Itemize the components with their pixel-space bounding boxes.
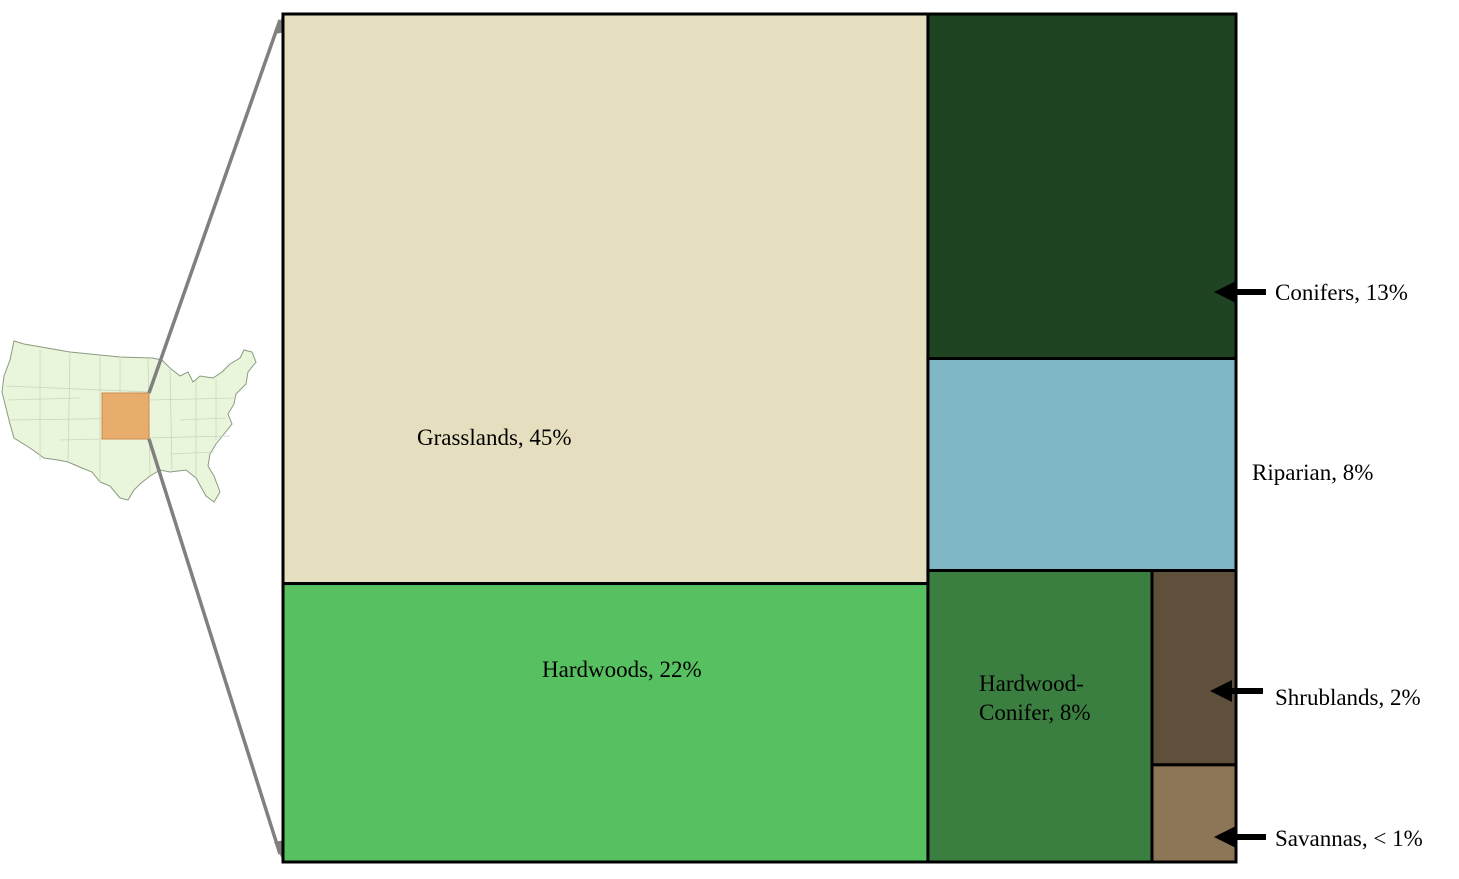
callout-arrow-conifers bbox=[1214, 281, 1266, 303]
us-map-icon bbox=[1, 340, 257, 503]
tile-conifers bbox=[926, 12, 1238, 360]
label-conifers: Conifers, 13% bbox=[1275, 280, 1408, 305]
label-hardwoods: Hardwoods, 22% bbox=[542, 657, 702, 682]
label-riparian: Riparian, 8% bbox=[1252, 460, 1373, 485]
tile-grasslands bbox=[281, 12, 930, 586]
callout-arrow-shrublands bbox=[1210, 680, 1263, 702]
label-hardwood-conifer-line1: Hardwood- bbox=[979, 671, 1084, 696]
tile-shrublands bbox=[1150, 569, 1238, 767]
tile-hardwoods bbox=[281, 582, 930, 864]
study-region-square bbox=[101, 392, 150, 440]
treemap-tiles bbox=[281, 12, 1238, 864]
callout-arrows bbox=[1210, 281, 1266, 848]
label-savannas: Savannas, < 1% bbox=[1275, 826, 1423, 851]
zoom-line-top bbox=[147, 19, 282, 394]
treemap-labels: Grasslands, 45% Hardwoods, 22% Conifers,… bbox=[417, 280, 1423, 851]
tile-hardwood-conifer bbox=[926, 569, 1154, 864]
zoom-line-bottom bbox=[147, 438, 282, 855]
tile-riparian bbox=[926, 357, 1238, 572]
callout-arrow-savannas bbox=[1214, 826, 1266, 848]
label-hardwood-conifer-line2: Conifer, 8% bbox=[979, 700, 1091, 725]
label-grasslands: Grasslands, 45% bbox=[417, 425, 572, 450]
tile-savannas bbox=[1150, 763, 1238, 864]
label-shrublands: Shrublands, 2% bbox=[1275, 685, 1421, 710]
